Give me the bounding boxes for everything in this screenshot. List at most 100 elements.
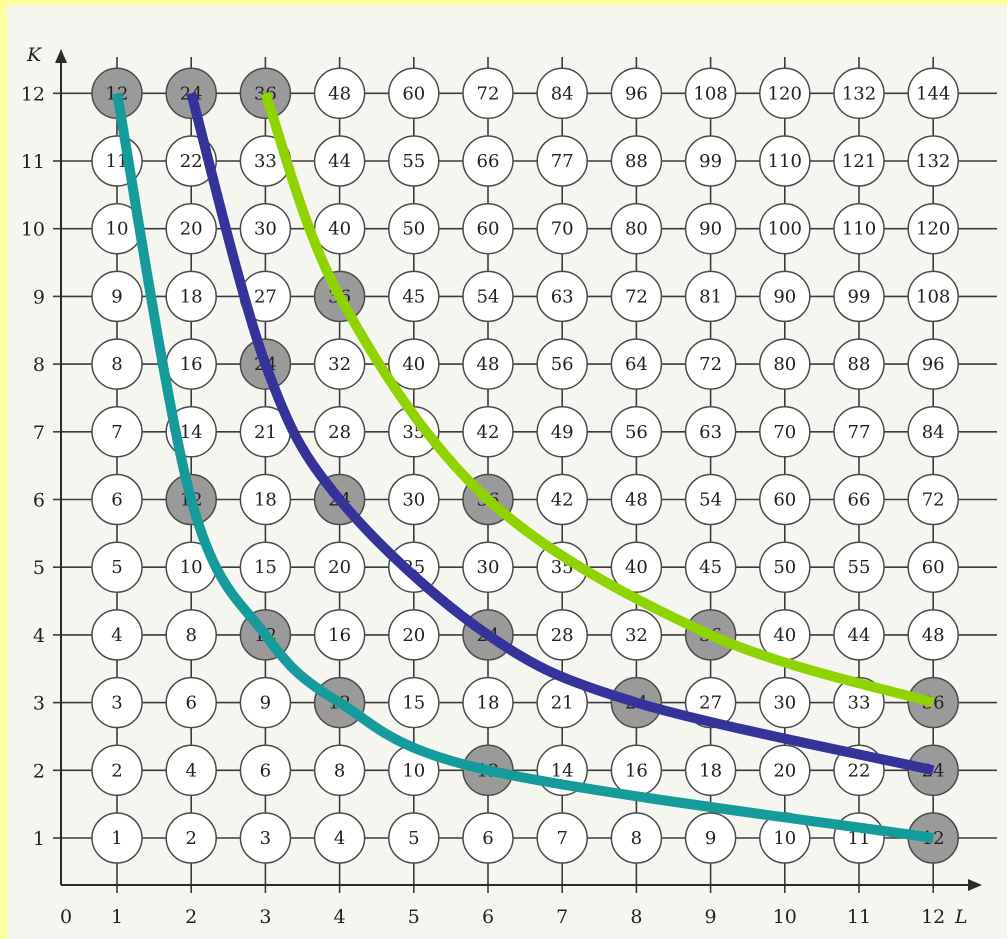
node-2-3 xyxy=(165,676,217,729)
node-value-9-2: 18 xyxy=(699,760,722,781)
y-tick-label-11: 11 xyxy=(21,151,45,173)
x-tick-label-8: 8 xyxy=(630,906,642,928)
node-value-7-7: 49 xyxy=(551,422,574,443)
node-11-8 xyxy=(833,338,885,390)
node-value-8-11: 88 xyxy=(625,151,648,172)
node-value-10-5: 50 xyxy=(773,557,796,578)
node-4-5 xyxy=(313,541,366,593)
node-9-12 xyxy=(684,67,737,120)
node-9-1 xyxy=(684,812,737,864)
node-value-2-2: 4 xyxy=(185,760,196,781)
node-9-8 xyxy=(684,338,737,390)
node-12-4 xyxy=(907,609,959,661)
node-5-4 xyxy=(388,609,440,661)
node-10-11 xyxy=(759,135,811,187)
node-value-2-7: 14 xyxy=(180,422,203,443)
node-value-12-4: 48 xyxy=(922,625,945,646)
node-value-1-8: 8 xyxy=(111,354,122,375)
node-6-10 xyxy=(462,202,514,255)
node-value-8-5: 40 xyxy=(625,557,648,578)
node-3-6 xyxy=(239,473,292,526)
node-value-10-11: 110 xyxy=(768,151,802,172)
node-12-5 xyxy=(907,541,959,593)
node-value-5-12: 60 xyxy=(402,83,425,104)
curve-product-36 xyxy=(260,91,935,708)
node-8-1 xyxy=(610,812,663,864)
node-2-4 xyxy=(165,609,217,661)
node-8-9 xyxy=(610,270,663,323)
node-value-7-2: 14 xyxy=(551,760,574,781)
node-value-8-4: 32 xyxy=(625,625,648,646)
node-4-1 xyxy=(313,812,366,864)
node-value-11-12: 132 xyxy=(842,83,876,104)
node-value-4-5: 20 xyxy=(328,557,351,578)
node-value-4-11: 44 xyxy=(328,151,351,172)
node-7-8 xyxy=(536,338,588,390)
axes: L K 0 xyxy=(26,44,982,928)
node-value-3-6: 18 xyxy=(254,490,277,511)
node-8-12 xyxy=(610,67,663,120)
node-value-10-9: 90 xyxy=(773,286,796,307)
node-value-2-4: 8 xyxy=(185,625,196,646)
node-11-9 xyxy=(833,270,885,323)
node-value-10-3: 30 xyxy=(773,693,796,714)
node-12-12 xyxy=(907,67,959,120)
node-value-4-10: 40 xyxy=(328,219,351,240)
node-value-8-12: 96 xyxy=(625,83,648,104)
node-value-12-9: 108 xyxy=(916,286,950,307)
node-8-7 xyxy=(610,406,663,458)
node-10-2 xyxy=(759,744,811,797)
node-12-8 xyxy=(907,338,959,390)
node-value-8-10: 80 xyxy=(625,219,648,240)
node-value-10-1: 10 xyxy=(773,828,796,849)
node-12-10 xyxy=(907,202,959,255)
curve-product-12 xyxy=(112,92,934,843)
x-tick-label-6: 6 xyxy=(482,906,494,928)
curve-product-24 xyxy=(186,91,935,776)
node-value-3-1: 3 xyxy=(260,828,271,849)
node-11-10 xyxy=(833,202,885,255)
node-value-8-2: 16 xyxy=(625,760,648,781)
node-value-11-9: 99 xyxy=(848,286,871,307)
node-value-11-4: 44 xyxy=(848,625,871,646)
node-value-2-3: 6 xyxy=(185,693,196,714)
node-7-11 xyxy=(536,135,588,187)
node-value-9-10: 90 xyxy=(699,219,722,240)
node-value-7-11: 77 xyxy=(551,151,574,172)
node-value-7-12: 84 xyxy=(551,83,574,104)
node-value-11-3: 33 xyxy=(848,693,871,714)
node-value-3-2: 6 xyxy=(260,760,271,781)
node-6-5 xyxy=(462,541,514,593)
node-value-10-6: 60 xyxy=(773,490,796,511)
node-value-1-5: 5 xyxy=(111,557,122,578)
node-value-3-3: 9 xyxy=(260,693,271,714)
node-12-7 xyxy=(907,406,959,458)
node-value-1-2: 2 xyxy=(111,760,122,781)
node-value-7-6: 42 xyxy=(551,490,574,511)
node-10-3 xyxy=(759,676,811,729)
node-10-9 xyxy=(759,270,811,323)
node-value-9-9: 81 xyxy=(699,286,722,307)
node-3-2 xyxy=(239,744,292,797)
node-7-7 xyxy=(536,406,588,458)
node-10-8 xyxy=(759,338,811,390)
node-5-9 xyxy=(388,270,440,323)
node-value-7-8: 56 xyxy=(551,354,574,375)
node-7-12 xyxy=(536,67,588,120)
node-5-8 xyxy=(388,338,440,390)
node-11-11 xyxy=(833,135,885,187)
node-9-6 xyxy=(684,473,737,526)
node-value-5-6: 30 xyxy=(402,490,425,511)
x-tick-label-7: 7 xyxy=(556,906,568,928)
node-value-4-2: 8 xyxy=(334,760,345,781)
node-12-6 xyxy=(907,473,959,526)
node-4-11 xyxy=(313,135,366,187)
node-7-4 xyxy=(536,609,588,661)
x-tick-label-11: 11 xyxy=(847,906,871,928)
node-value-5-2: 10 xyxy=(402,760,425,781)
node-6-1 xyxy=(462,812,514,864)
node-5-1 xyxy=(388,812,440,864)
y-tick-label-10: 10 xyxy=(21,219,45,241)
node-value-3-7: 21 xyxy=(254,422,277,443)
